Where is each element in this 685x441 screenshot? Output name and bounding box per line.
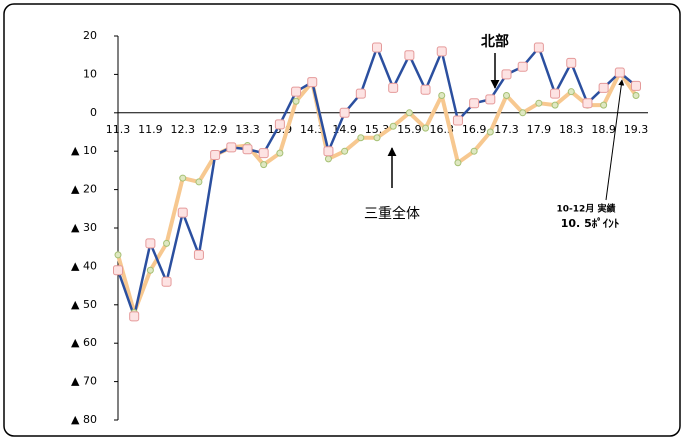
y-tick-label: 10 — [83, 67, 97, 80]
marker — [566, 57, 577, 68]
x-tick-label: 11.3 — [106, 123, 131, 136]
x-tick-label: 12.3 — [171, 123, 196, 136]
x-tick-label: 12.9 — [203, 123, 228, 136]
marker — [404, 50, 415, 61]
marker — [420, 84, 431, 95]
marker — [486, 128, 494, 136]
x-tick-label: 11.9 — [138, 123, 163, 136]
marker — [485, 94, 496, 105]
marker — [357, 134, 365, 142]
x-tick-label: 13.3 — [235, 123, 260, 136]
marker — [600, 101, 608, 109]
marker — [454, 159, 462, 167]
marker — [260, 161, 268, 169]
y-tick-label: ▲ 20 — [71, 183, 97, 196]
x-tick-label: 16.9 — [462, 123, 487, 136]
marker — [631, 80, 641, 91]
marker — [193, 249, 204, 260]
marker — [535, 99, 543, 107]
marker — [452, 115, 463, 126]
marker — [179, 174, 187, 182]
marker — [324, 155, 332, 163]
marker — [323, 146, 334, 157]
x-tick-label: 17.9 — [527, 123, 552, 136]
marker — [517, 61, 528, 72]
marker — [210, 150, 221, 161]
y-tick-label: ▲ 50 — [71, 298, 97, 311]
marker — [551, 101, 559, 109]
marker — [614, 67, 625, 78]
marker — [598, 82, 609, 93]
marker — [258, 148, 269, 159]
marker — [177, 207, 188, 218]
marker — [438, 92, 446, 100]
y-tick-label: 0 — [90, 106, 97, 119]
marker — [422, 124, 430, 132]
marker — [469, 98, 480, 109]
marker — [292, 97, 300, 105]
annotation: 北部 — [481, 33, 509, 50]
marker — [163, 239, 171, 247]
annotation: 三重全体 — [364, 205, 420, 222]
marker — [550, 88, 561, 99]
marker — [632, 92, 640, 100]
marker — [355, 88, 366, 99]
marker — [274, 119, 285, 130]
marker — [226, 142, 237, 153]
x-tick-label: 18.3 — [559, 123, 584, 136]
x-tick-label: 17.3 — [494, 123, 519, 136]
y-tick-label: 20 — [83, 29, 97, 42]
marker — [533, 42, 544, 53]
arrow — [605, 79, 625, 201]
marker — [470, 147, 478, 155]
x-tick-label: 15.9 — [397, 123, 422, 136]
marker — [436, 46, 447, 57]
marker — [405, 109, 413, 117]
x-tick-label: 19.3 — [624, 123, 649, 136]
marker — [242, 144, 253, 155]
marker — [339, 107, 350, 118]
frame — [3, 3, 681, 437]
marker — [519, 109, 527, 117]
marker — [582, 98, 593, 109]
marker — [276, 149, 284, 157]
x-tick-label: 14.3 — [300, 123, 325, 136]
marker — [388, 82, 399, 93]
y-tick-label: ▲ 10 — [71, 144, 97, 157]
marker — [113, 265, 123, 276]
marker — [145, 238, 156, 249]
marker — [195, 178, 203, 186]
y-tick-label: ▲ 80 — [71, 413, 97, 426]
marker — [373, 134, 381, 142]
marker — [341, 147, 349, 155]
x-tick-label: 18.9 — [591, 123, 616, 136]
marker — [389, 122, 397, 130]
marker — [307, 77, 318, 88]
y-tick-label: ▲ 40 — [71, 259, 97, 272]
marker — [372, 42, 382, 53]
marker — [114, 251, 122, 259]
y-tick-label: ▲ 30 — [71, 221, 97, 234]
y-tick-label: ▲ 60 — [71, 336, 97, 349]
marker — [567, 88, 575, 96]
marker — [161, 276, 172, 287]
y-tick-label: ▲ 70 — [71, 375, 97, 388]
marker — [503, 92, 510, 100]
annotation: 10. 5ﾎﾟｲﾝﾄ — [561, 216, 619, 230]
annotation: 10-12月 実績 — [557, 203, 616, 215]
marker — [291, 86, 302, 97]
marker — [146, 266, 154, 274]
marker — [501, 69, 512, 80]
marker — [129, 311, 140, 322]
